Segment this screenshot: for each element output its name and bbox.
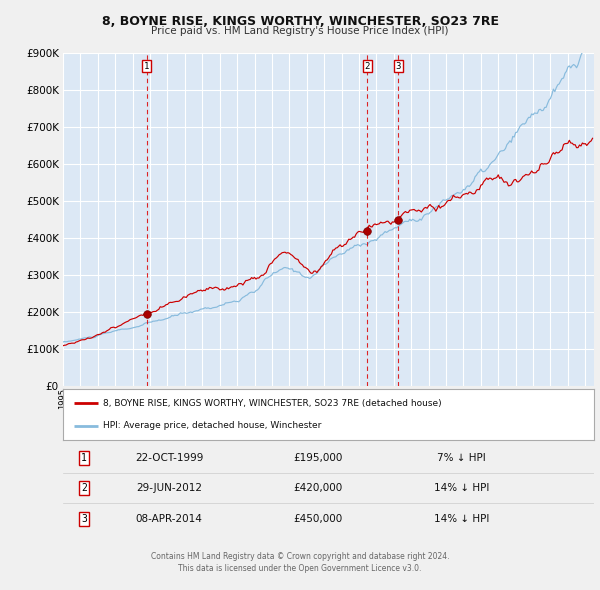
Text: 3: 3 bbox=[396, 61, 401, 71]
Text: Contains HM Land Registry data © Crown copyright and database right 2024.
This d: Contains HM Land Registry data © Crown c… bbox=[151, 552, 449, 573]
Text: £420,000: £420,000 bbox=[293, 483, 343, 493]
Text: 8, BOYNE RISE, KINGS WORTHY, WINCHESTER, SO23 7RE: 8, BOYNE RISE, KINGS WORTHY, WINCHESTER,… bbox=[101, 15, 499, 28]
Text: 8, BOYNE RISE, KINGS WORTHY, WINCHESTER, SO23 7RE (detached house): 8, BOYNE RISE, KINGS WORTHY, WINCHESTER,… bbox=[103, 399, 442, 408]
Text: 2: 2 bbox=[365, 61, 370, 71]
Text: 08-APR-2014: 08-APR-2014 bbox=[136, 514, 203, 524]
Text: £450,000: £450,000 bbox=[293, 514, 343, 524]
Text: 14% ↓ HPI: 14% ↓ HPI bbox=[434, 483, 489, 493]
Text: 2: 2 bbox=[82, 483, 87, 493]
Text: £195,000: £195,000 bbox=[293, 453, 343, 463]
Text: HPI: Average price, detached house, Winchester: HPI: Average price, detached house, Winc… bbox=[103, 421, 321, 430]
Text: 14% ↓ HPI: 14% ↓ HPI bbox=[434, 514, 489, 524]
Text: 7% ↓ HPI: 7% ↓ HPI bbox=[437, 453, 485, 463]
Text: 22-OCT-1999: 22-OCT-1999 bbox=[135, 453, 203, 463]
Text: Price paid vs. HM Land Registry's House Price Index (HPI): Price paid vs. HM Land Registry's House … bbox=[151, 26, 449, 36]
Text: 1: 1 bbox=[144, 61, 149, 71]
Text: 1: 1 bbox=[82, 453, 87, 463]
Text: 29-JUN-2012: 29-JUN-2012 bbox=[136, 483, 202, 493]
Text: 3: 3 bbox=[82, 514, 87, 524]
